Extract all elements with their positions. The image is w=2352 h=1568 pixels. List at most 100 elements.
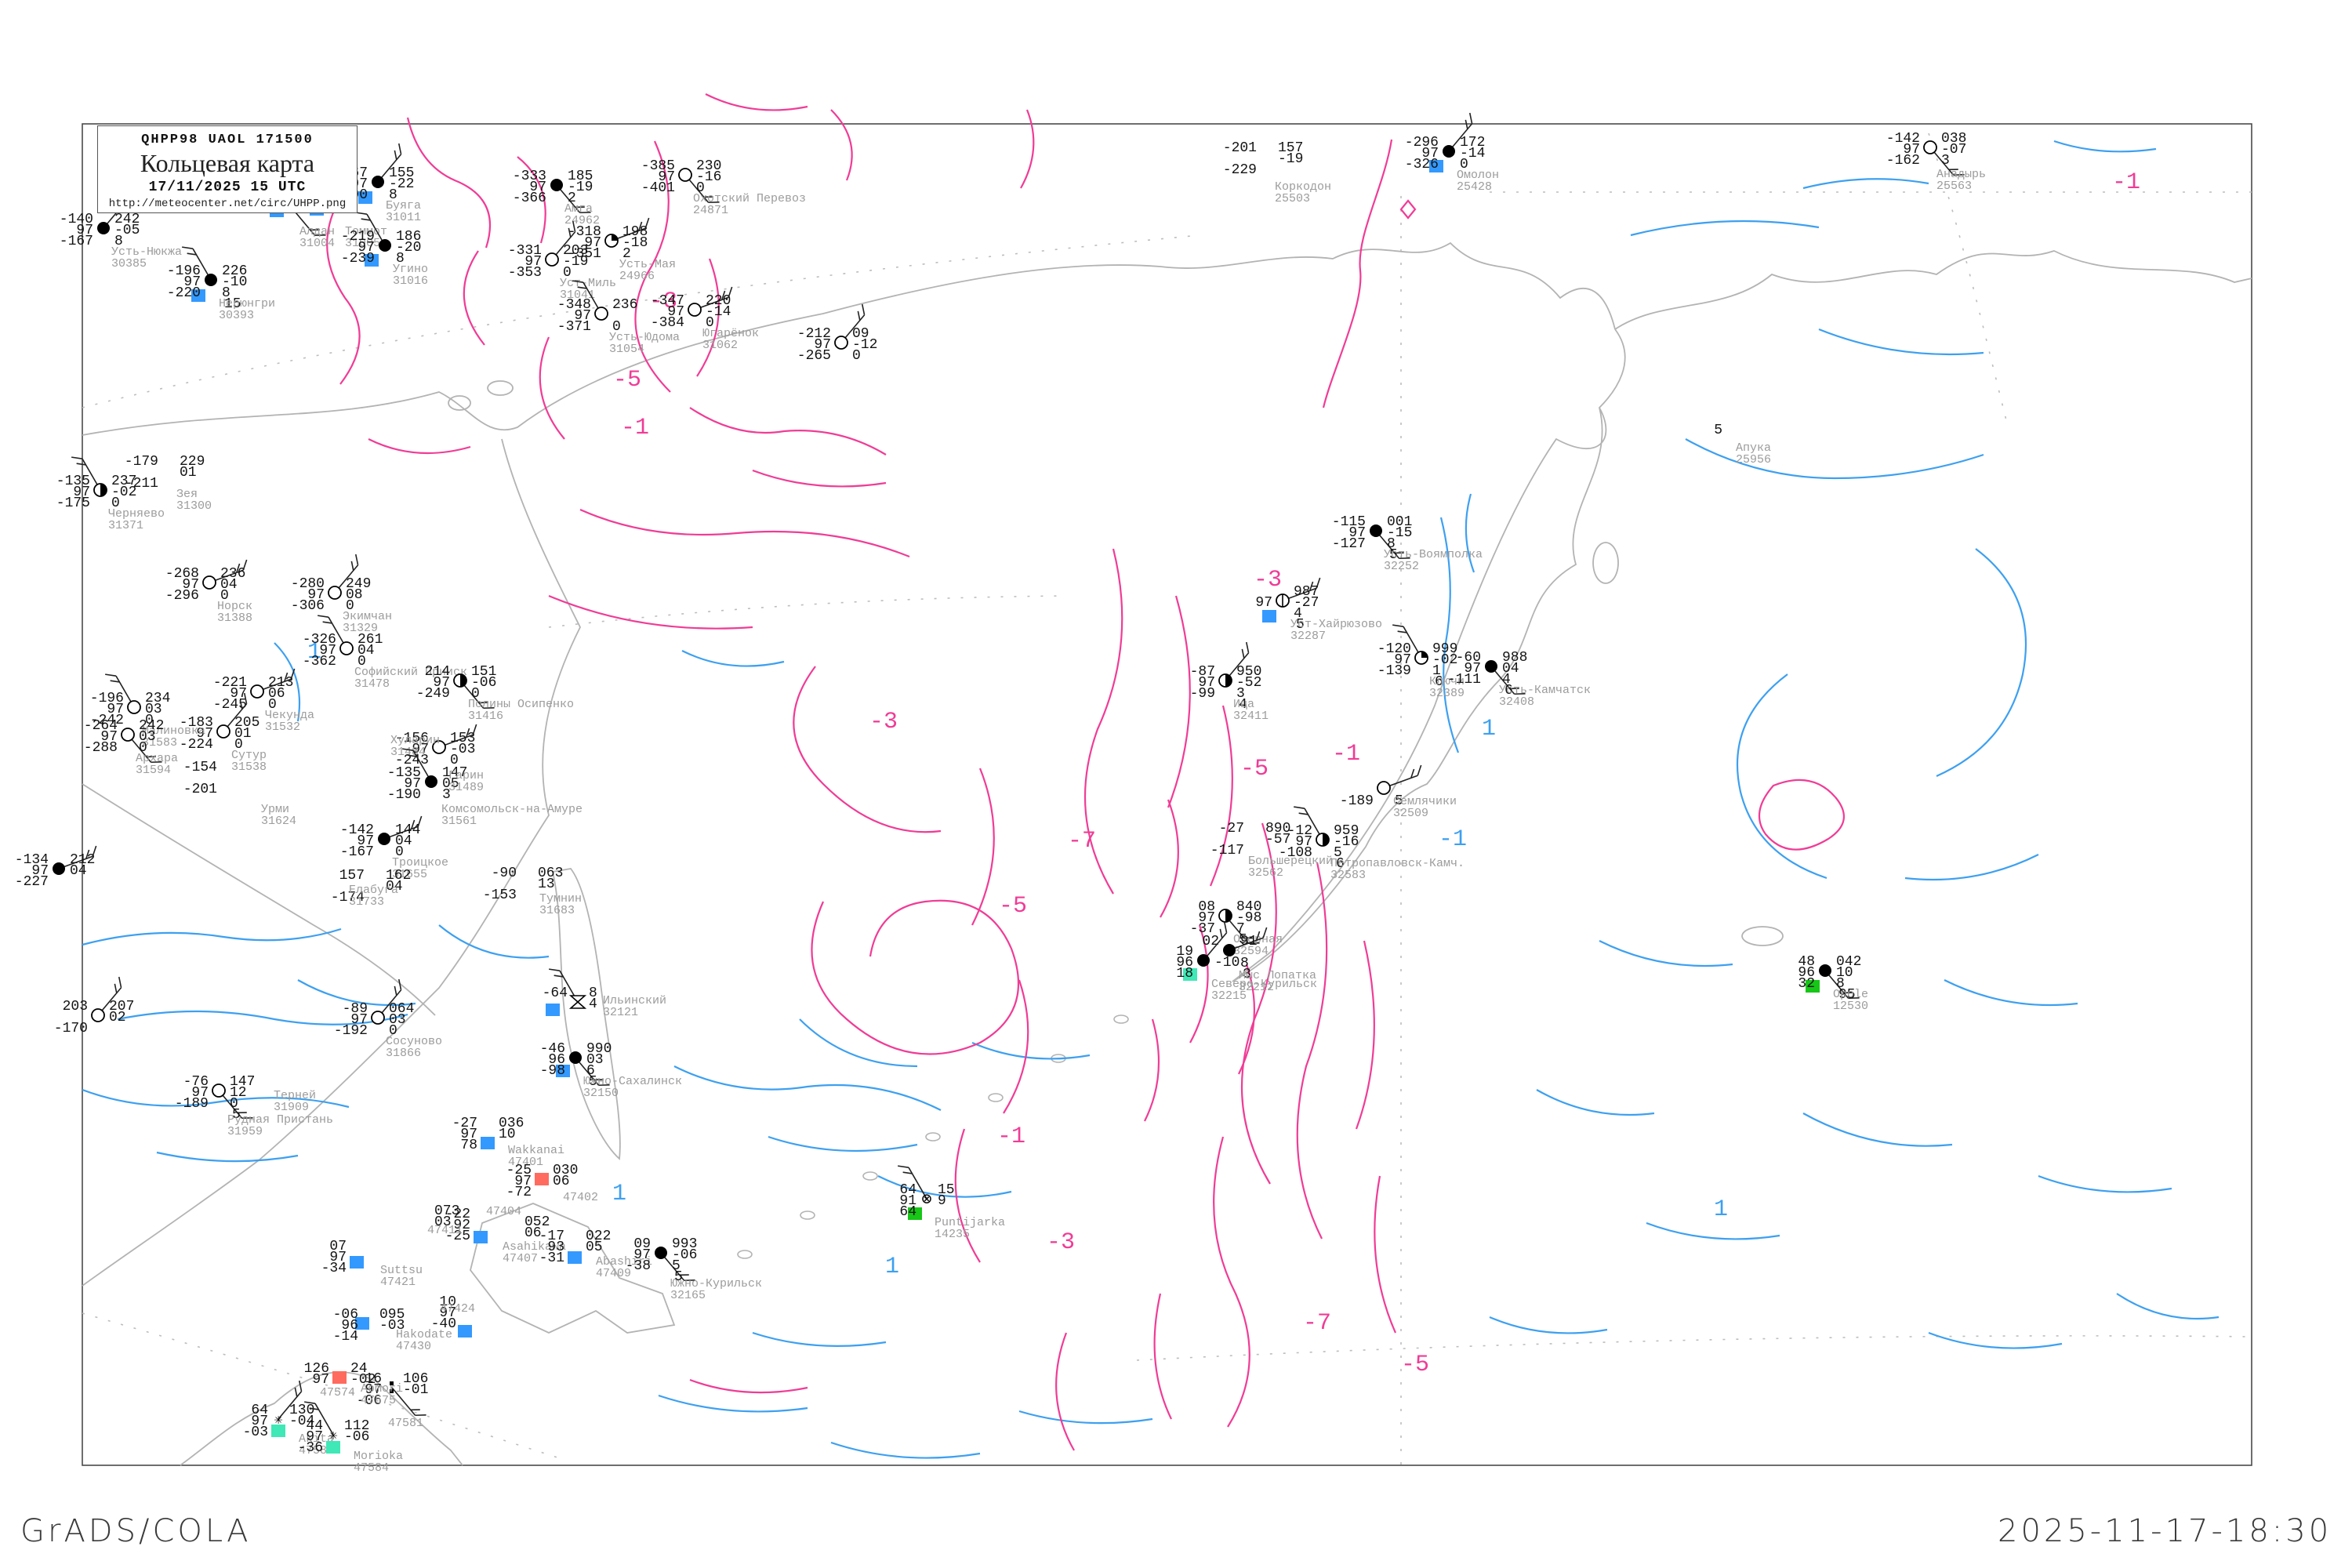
value-tl: 126: [304, 1361, 329, 1377]
value-tl: -142: [340, 822, 374, 838]
value-tr: 249: [346, 576, 371, 592]
value-tr: 153: [450, 731, 475, 746]
value-tl: -183: [180, 715, 213, 731]
station-name: Черняево: [108, 507, 165, 521]
station-square: [332, 1371, 347, 1384]
cloud-cover-icon: [328, 586, 342, 600]
station-name: Семлячики: [1393, 795, 1457, 808]
cloud-cover-icon: [53, 862, 65, 875]
value-left: 97: [1348, 525, 1366, 541]
value-left: 97: [107, 702, 124, 717]
contour-label: 1: [307, 639, 321, 666]
station-name: Ильинский: [603, 994, 666, 1007]
isoline-pink: [463, 250, 485, 346]
station-name: Уст-Хайрюзово: [1290, 618, 1382, 631]
station-id: 25956: [1736, 453, 1771, 466]
value-left: 97: [412, 742, 429, 757]
value-left: 97: [1394, 652, 1411, 668]
value-tr: 151: [471, 664, 496, 680]
value-tr: 234: [145, 691, 170, 706]
value-bl: -117: [1210, 843, 1244, 858]
value-tl: 157: [339, 868, 365, 884]
station-square: [556, 1065, 570, 1077]
value-bl: -40: [431, 1316, 456, 1332]
coastline: [180, 1371, 463, 1466]
value-b3: 5: [674, 1269, 683, 1285]
value-tl: -221: [213, 675, 247, 691]
station-name: Томмот: [345, 225, 387, 238]
value-tl: 02: [1202, 934, 1219, 949]
station-name: Asahikawa: [503, 1240, 566, 1254]
station-name: Омолон: [1457, 169, 1499, 182]
value-bl: -242: [90, 713, 124, 728]
value-br: 0: [563, 265, 572, 281]
value-b3: 5: [1296, 617, 1305, 633]
value-br: 5: [1334, 845, 1342, 861]
map-frame: [82, 123, 2252, 1466]
value-tr: 147: [442, 765, 467, 781]
value-tl: -120: [1377, 641, 1411, 657]
value-left: 97: [73, 485, 90, 500]
station-name: Усть-Камчатск: [1499, 684, 1591, 697]
isoline-cyan: [1736, 673, 1828, 880]
value-b3: 95: [1838, 987, 1856, 1003]
isoline-pink: [1167, 595, 1191, 808]
value-tr: 064: [389, 1001, 414, 1017]
cloud-cover-icon: [371, 1011, 385, 1025]
value-tl: 214: [425, 664, 450, 680]
value-left: 97: [584, 235, 601, 251]
station-id: 25503: [1275, 192, 1310, 205]
value-b3: 5: [1389, 547, 1398, 563]
cloud-cover-icon: [1223, 944, 1236, 956]
value-br: 0: [139, 740, 147, 756]
station-id: 31004: [299, 237, 335, 250]
station-id: 32121: [603, 1006, 638, 1019]
cloud-cover-icon: [594, 307, 608, 321]
value-right: 10: [1836, 965, 1853, 981]
value-right: 04: [70, 863, 87, 879]
value-right: -02: [350, 1372, 376, 1388]
value-br: 2: [568, 191, 576, 206]
value-tr: 036: [499, 1116, 524, 1131]
station-name: Сосуново: [386, 1035, 442, 1048]
isoline-pink: [368, 438, 471, 455]
value-tl: -87: [1190, 664, 1215, 680]
isoline-cyan: [1928, 1331, 2063, 1349]
value-bl: -14: [333, 1329, 358, 1345]
isoline-cyan: [1944, 979, 2078, 1007]
value-tl: 16: [365, 1371, 382, 1387]
value-tr: 112: [344, 1418, 369, 1434]
wind-barb: [278, 1380, 303, 1420]
map-datetime: 17/11/2025 15 UTC: [148, 180, 307, 195]
value-right: -18: [622, 235, 648, 251]
value-left: 97: [319, 643, 336, 659]
value-right: 03: [586, 1052, 604, 1068]
isoline-cyan: [1904, 854, 2039, 881]
value-bl: -03: [243, 1425, 268, 1440]
station-name: Abashiri: [596, 1255, 652, 1269]
cloud-cover-icon: [688, 303, 702, 317]
station-name: Комсомольск-на-Амуре: [441, 803, 583, 816]
value-br: 0: [234, 737, 243, 753]
value-tr: 185: [568, 169, 593, 184]
value-br: 0: [268, 697, 277, 713]
contour-label: -3: [1254, 567, 1282, 593]
isoline-pink: [811, 899, 1020, 1055]
value-br: 0: [111, 495, 120, 511]
value-bl: -229: [1223, 162, 1257, 178]
value-bl: -362: [303, 654, 336, 670]
value-tr: 106: [403, 1371, 428, 1387]
value-tl: -348: [557, 297, 591, 313]
value-bl: -175: [56, 495, 90, 511]
station-name: Чекунда: [265, 709, 314, 722]
station-name: Северо-Курильск: [1211, 978, 1317, 991]
value-b3: 15: [224, 296, 241, 312]
